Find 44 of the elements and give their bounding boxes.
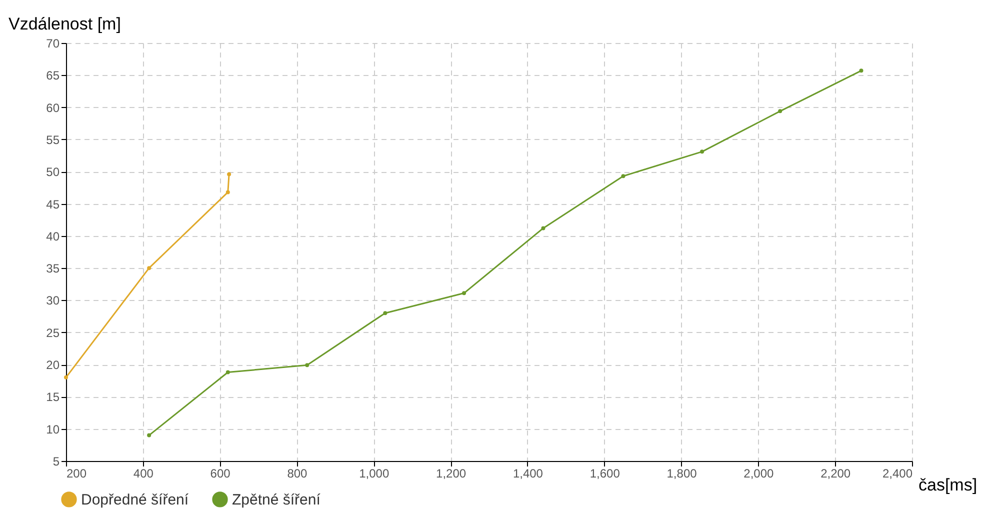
point [227, 172, 232, 176]
x-tick-label: 400 [133, 466, 154, 480]
point [64, 375, 68, 380]
y-tick-label: 20 [46, 358, 60, 372]
y-tick-label: 50 [46, 165, 60, 180]
point [859, 68, 864, 73]
legend-label: Dopředné šíření [81, 491, 190, 508]
y-tick-label: 65 [46, 68, 60, 83]
y-tick-label: 35 [46, 262, 60, 276]
y-axis-title: Vzdálenost [m] [8, 14, 121, 34]
x-tick-label: 2,000 [744, 466, 774, 480]
point [226, 370, 230, 374]
x-tick-label: 1,400 [512, 466, 544, 480]
x-tick-label: 1,200 [436, 466, 466, 480]
y-tick-label: 60 [46, 100, 60, 115]
x-tick-label: 800 [287, 466, 308, 480]
point [462, 291, 466, 296]
y-tick-label: 25 [46, 326, 60, 340]
y-tick-label: 45 [46, 197, 60, 212]
x-tick-label: 200 [66, 466, 87, 480]
y-tick-label: 30 [46, 294, 60, 308]
point [621, 174, 626, 178]
point [305, 363, 310, 368]
y-tick-label: 10 [46, 422, 60, 436]
x-tick-label: 2,200 [820, 466, 851, 480]
x-tick-label: 2,400 [882, 466, 913, 480]
x-tick-label: 600 [210, 466, 231, 480]
point [226, 190, 230, 194]
point [778, 109, 782, 114]
y-tick-label: 70 [46, 36, 60, 50]
point [700, 150, 704, 154]
y-tick-label: 15 [46, 390, 60, 404]
point [147, 266, 152, 270]
point [383, 311, 388, 316]
x-tick-label: 1,000 [359, 466, 390, 480]
legend-label: Zpětné šíření [232, 491, 322, 508]
y-tick-label: 40 [46, 229, 60, 244]
x-axis-title: čas[ms] [918, 476, 978, 494]
y-tick-label: 55 [46, 132, 60, 147]
y-tick-label: 5 [52, 454, 60, 468]
point [541, 226, 546, 230]
point [147, 433, 152, 438]
x-tick-label: 1,800 [666, 466, 698, 480]
x-tick-label: 1,600 [590, 466, 620, 480]
